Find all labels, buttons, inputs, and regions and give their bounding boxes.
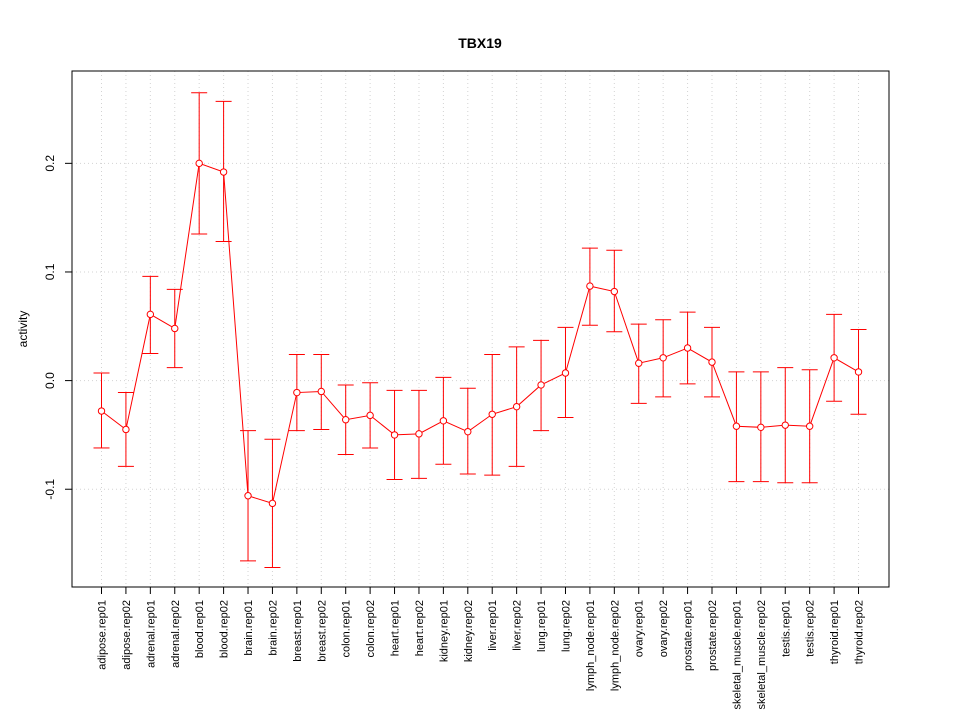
data-point bbox=[439, 417, 448, 425]
data-point bbox=[488, 410, 496, 418]
data-point bbox=[610, 287, 619, 296]
data-point bbox=[830, 354, 838, 362]
x-tick-label: blood.rep01 bbox=[194, 600, 206, 658]
x-tick-label: adrenal.rep01 bbox=[145, 600, 157, 668]
chart-title: TBX19 bbox=[458, 35, 502, 51]
x-tick-label: lymph_node.rep02 bbox=[609, 600, 621, 691]
data-point bbox=[171, 324, 179, 333]
x-tick-label: breast.rep01 bbox=[292, 600, 304, 662]
data-point bbox=[586, 282, 594, 290]
data-point bbox=[97, 407, 106, 415]
x-tick-label: thyroid.rep02 bbox=[854, 600, 866, 664]
x-tick-label: colon.rep01 bbox=[341, 600, 353, 658]
grid bbox=[72, 71, 889, 587]
data-point bbox=[732, 422, 741, 430]
data-point bbox=[781, 421, 789, 429]
data-point bbox=[464, 427, 472, 436]
y-tick-label: 0.2 bbox=[43, 155, 57, 172]
data-point bbox=[293, 388, 301, 397]
x-tick-label: heart.rep01 bbox=[390, 600, 402, 656]
x-tick-label: testis.rep02 bbox=[805, 600, 817, 657]
data-point bbox=[366, 411, 374, 420]
y-tick-label: 0.0 bbox=[43, 372, 57, 389]
y-axis-label: activity bbox=[16, 311, 30, 348]
data-point bbox=[708, 358, 716, 366]
x-tick-label: adipose.rep01 bbox=[97, 600, 109, 670]
data-point bbox=[317, 387, 325, 396]
x-tick-label: skeletal_muscle.rep01 bbox=[731, 600, 743, 709]
y-tick-label: -0.1 bbox=[43, 479, 57, 500]
x-tick-label: lung.rep01 bbox=[536, 600, 548, 652]
data-point bbox=[635, 359, 643, 367]
x-tick-label: adipose.rep02 bbox=[121, 600, 133, 670]
x-tick-label: breast.rep02 bbox=[316, 600, 328, 662]
data-point bbox=[561, 369, 570, 377]
data-point bbox=[537, 381, 545, 389]
x-tick-label: ovary.rep01 bbox=[634, 600, 646, 657]
data-point bbox=[342, 416, 350, 424]
data-point bbox=[219, 168, 228, 176]
data-point bbox=[659, 354, 667, 362]
x-tick-label: kidney.rep01 bbox=[438, 600, 450, 662]
data-point bbox=[195, 159, 203, 168]
x-tick-label: brain.rep01 bbox=[243, 600, 255, 656]
x-tick-label: kidney.rep02 bbox=[463, 600, 475, 662]
data-point bbox=[390, 431, 399, 439]
x-tick-label: ovary.rep02 bbox=[658, 600, 670, 657]
series-line bbox=[101, 162, 859, 504]
x-tick-label: liver.rep02 bbox=[512, 600, 524, 651]
data-point bbox=[683, 344, 692, 352]
x-tick-label: colon.rep02 bbox=[365, 600, 377, 658]
x-tick-label: prostate.rep02 bbox=[707, 600, 719, 671]
plot-frame bbox=[71, 70, 890, 588]
y-tick-label: 0.1 bbox=[43, 263, 57, 280]
data-point bbox=[805, 422, 814, 430]
data-point bbox=[415, 430, 423, 438]
series bbox=[93, 92, 867, 568]
data-point bbox=[122, 425, 130, 434]
x-tick-label: prostate.rep01 bbox=[683, 600, 695, 671]
data-point bbox=[268, 499, 277, 508]
x-tick-label: lung.rep02 bbox=[560, 600, 572, 652]
x-tick-label: testis.rep01 bbox=[780, 600, 792, 657]
data-point bbox=[146, 310, 155, 319]
data-point bbox=[854, 368, 863, 376]
x-tick-label: adrenal.rep02 bbox=[170, 600, 182, 668]
data-point bbox=[512, 402, 521, 411]
y-axis: -0.1 0.0 0.1 0.2 bbox=[43, 155, 73, 500]
x-tick-label: heart.rep02 bbox=[414, 600, 426, 656]
x-tick-label: brain.rep02 bbox=[267, 600, 279, 656]
x-tick-label: liver.rep01 bbox=[487, 600, 499, 651]
x-tick-label: skeletal_muscle.rep02 bbox=[756, 600, 768, 709]
x-tick-label: blood.rep02 bbox=[219, 600, 231, 658]
x-axis: adipose.rep01 adipose.rep02 adrenal.rep01 a… bbox=[97, 586, 866, 709]
x-tick-label: thyroid.rep01 bbox=[829, 600, 841, 664]
data-point bbox=[244, 492, 252, 500]
x-tick-label: lymph_node.rep01 bbox=[585, 600, 597, 691]
data-point bbox=[757, 423, 765, 432]
